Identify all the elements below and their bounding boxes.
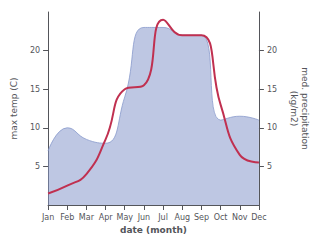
svg-text:Sep: Sep: [194, 213, 209, 222]
svg-text:med. precipitation: med. precipitation: [300, 67, 310, 149]
svg-text:Nov: Nov: [232, 213, 248, 222]
svg-text:15: 15: [267, 85, 277, 94]
svg-text:max temp (C): max temp (C): [9, 77, 19, 139]
svg-text:10: 10: [267, 123, 277, 132]
svg-text:Mar: Mar: [79, 213, 95, 222]
svg-text:Jul: Jul: [157, 213, 168, 222]
svg-text:Apr: Apr: [99, 213, 114, 222]
svg-text:Aug: Aug: [174, 213, 190, 222]
svg-text:15: 15: [30, 85, 40, 94]
svg-text:20: 20: [30, 46, 40, 55]
svg-text:Dec: Dec: [251, 213, 266, 222]
svg-text:date (month): date (month): [120, 225, 187, 235]
svg-text:20: 20: [267, 46, 277, 55]
svg-text:Feb: Feb: [60, 213, 74, 222]
svg-text:10: 10: [30, 123, 40, 132]
svg-text:5: 5: [35, 162, 40, 171]
svg-text:5: 5: [267, 162, 272, 171]
svg-text:Jun: Jun: [137, 213, 151, 222]
svg-text:Jan: Jan: [41, 213, 54, 222]
svg-text:(kg/m2): (kg/m2): [289, 91, 299, 126]
svg-text:May: May: [116, 213, 133, 222]
svg-text:Oct: Oct: [214, 213, 228, 222]
